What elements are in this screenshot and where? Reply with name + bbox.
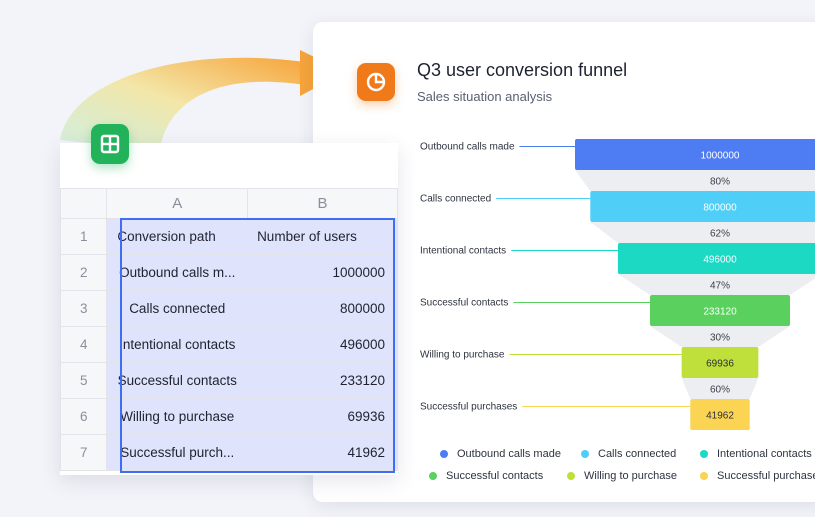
- funnel-connector: [681, 378, 759, 399]
- row-header[interactable]: 5: [59, 362, 108, 399]
- bar-value-label: 41962: [706, 411, 734, 422]
- cell-a[interactable]: Outbound calls m...: [106, 254, 249, 291]
- funnel-bar[interactable]: [617, 243, 815, 274]
- funnel-chart: 80% 62% 47% 30% 60% 1000000 Outbound calls mad…: [420, 139, 815, 430]
- legend-dot: [429, 472, 437, 480]
- bar-value-label: 1000000: [701, 151, 740, 162]
- legend-item[interactable]: Calls connected: [581, 448, 676, 460]
- sheet-grid: A B 1 Conversion path Number of users 2 Outb…: [59, 188, 398, 471]
- funnel-connector: [590, 222, 815, 243]
- legend-dot: [700, 450, 708, 458]
- cell-b[interactable]: 41962: [247, 434, 398, 471]
- spreadsheet-icon: [91, 124, 129, 164]
- legend-dot: [581, 450, 589, 458]
- funnel-bar[interactable]: [681, 347, 759, 378]
- column-header-b[interactable]: B: [247, 188, 398, 219]
- cell-a[interactable]: Conversion path: [106, 218, 249, 255]
- legend-label: Outbound calls made: [457, 448, 561, 460]
- row-header[interactable]: 3: [59, 290, 108, 327]
- row-header[interactable]: 4: [59, 326, 108, 363]
- legend-label: Willing to purchase: [584, 470, 677, 482]
- table-row: 2 Outbound calls m... 1000000: [59, 254, 398, 291]
- cell-a[interactable]: Intentional contacts: [106, 326, 249, 363]
- table-row: 7 Successful purch... 41962: [59, 434, 398, 471]
- chart-subtitle: Sales situation analysis: [417, 89, 553, 104]
- cell-a[interactable]: Calls connected: [106, 290, 249, 327]
- funnel-bar[interactable]: [649, 295, 791, 326]
- legend-dot: [440, 450, 448, 458]
- legend-item[interactable]: Successful purchases: [700, 470, 815, 482]
- conversion-rate-label: 47%: [710, 281, 730, 292]
- legend-item[interactable]: Successful contacts: [429, 470, 543, 482]
- category-label: Successful contacts: [420, 298, 508, 309]
- cell-a[interactable]: Successful contacts: [106, 362, 249, 399]
- bar-value-label: 69936: [706, 359, 734, 370]
- row-header[interactable]: 7: [59, 434, 108, 471]
- legend-item[interactable]: Outbound calls made: [440, 448, 561, 460]
- legend-item[interactable]: Willing to purchase: [567, 470, 677, 482]
- bar-value-label: 800000: [703, 203, 737, 214]
- cell-a[interactable]: Willing to purchase: [106, 398, 249, 435]
- funnel-bar[interactable]: [690, 399, 750, 430]
- table-row: 6 Willing to purchase 69936: [59, 398, 398, 435]
- cell-b[interactable]: 1000000: [247, 254, 398, 291]
- category-label: Willing to purchase: [420, 350, 505, 361]
- funnel-connector: [649, 326, 791, 347]
- legend-label: Intentional contacts: [717, 448, 812, 460]
- spreadsheet: A B 1 Conversion path Number of users 2 Outb…: [59, 143, 398, 475]
- legend-label: Calls connected: [598, 448, 677, 460]
- cell-b[interactable]: 496000: [247, 326, 398, 363]
- bar-value-label: 496000: [703, 255, 737, 266]
- legend-label: Successful contacts: [446, 470, 544, 482]
- corner-header[interactable]: [59, 188, 108, 219]
- bar-value-label: 233120: [703, 307, 737, 318]
- category-label: Calls connected: [420, 194, 491, 205]
- legend-item[interactable]: Intentional contacts: [700, 448, 812, 460]
- row-header[interactable]: 2: [59, 254, 108, 291]
- conversion-rate-label: 60%: [710, 385, 730, 396]
- table-row: 3 Calls connected 800000: [59, 290, 398, 327]
- funnel-bar[interactable]: [590, 191, 815, 222]
- conversion-rate-label: 62%: [710, 229, 730, 240]
- row-header[interactable]: 1: [59, 218, 108, 255]
- funnel-connector: [617, 274, 815, 295]
- category-label: Intentional contacts: [420, 246, 506, 257]
- category-label: Successful purchases: [420, 402, 517, 413]
- table-row: 4 Intentional contacts 496000: [59, 326, 398, 363]
- cell-b[interactable]: 800000: [247, 290, 398, 327]
- legend-dot: [700, 472, 708, 480]
- column-header-a[interactable]: A: [106, 188, 249, 219]
- table-row: 1 Conversion path Number of users: [59, 218, 398, 255]
- funnel-bar[interactable]: [575, 139, 815, 170]
- pie-chart-icon: [357, 63, 395, 101]
- conversion-rate-label: 30%: [710, 333, 730, 344]
- category-label: Outbound calls made: [420, 142, 515, 153]
- row-header[interactable]: 6: [59, 398, 108, 435]
- cell-b[interactable]: 69936: [247, 398, 398, 435]
- funnel-connector: [575, 170, 815, 191]
- chart-title: Q3 user conversion funnel: [417, 60, 628, 80]
- legend-dot: [567, 472, 575, 480]
- legend-label: Successful purchases: [717, 470, 815, 482]
- conversion-rate-label: 80%: [710, 177, 730, 188]
- table-row: 5 Successful contacts 233120: [59, 362, 398, 399]
- cell-b[interactable]: 233120: [247, 362, 398, 399]
- cell-a[interactable]: Successful purch...: [106, 434, 249, 471]
- cell-b[interactable]: Number of users: [247, 218, 398, 255]
